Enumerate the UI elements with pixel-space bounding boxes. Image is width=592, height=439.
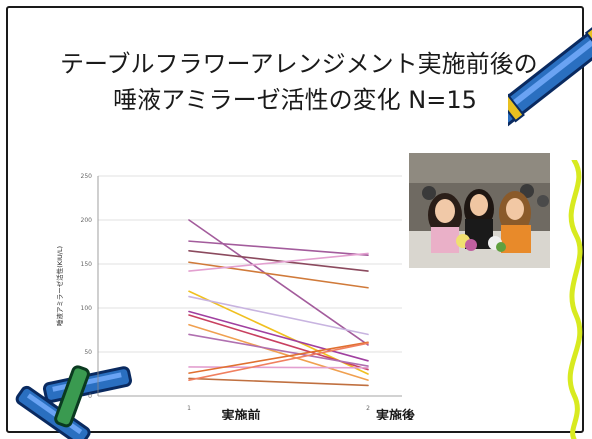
pen-top-right-icon: [508, 23, 592, 131]
y-tick-label: 200: [81, 217, 93, 224]
x-category-label-after: 実施後: [376, 408, 416, 420]
squiggle-right-icon: [567, 160, 583, 439]
slide-title: テーブルフラワーアレンジメント実施前後の 唾液アミラーゼ活性の変化 N=15: [60, 46, 538, 118]
series-line-5: [188, 252, 369, 272]
chart-axes: [97, 176, 402, 397]
y-axis-ticks: 0 50 100 150 200 250: [81, 173, 93, 400]
series-line-3: [188, 250, 369, 272]
chart-series: [188, 219, 369, 387]
series-line-10: [188, 323, 369, 381]
series-line-7: [188, 295, 369, 336]
group-photo: [409, 153, 550, 268]
pens-bottom-left-icon: [15, 365, 132, 439]
title-line-1: テーブルフラワーアレンジメント実施前後の: [60, 50, 538, 78]
x-category-label-before: 実施前: [221, 408, 260, 420]
series-line-4: [188, 261, 369, 289]
y-tick-label: 50: [84, 349, 92, 356]
y-tick-label: 100: [81, 305, 93, 312]
x-tick-label: 2: [366, 405, 370, 412]
y-tick-label: 150: [81, 261, 93, 268]
y-tick-label: 250: [81, 173, 93, 180]
series-line-12: [188, 366, 369, 369]
x-tick-label: 1: [187, 405, 191, 412]
title-line-2: 唾液アミラーゼ活性の変化 N=15: [113, 86, 477, 114]
slide-frame: [6, 6, 584, 433]
chart-grid: [98, 175, 402, 353]
series-line-1: [188, 219, 369, 346]
series-line-15: [188, 342, 369, 381]
series-line-14: [188, 377, 369, 387]
series-line-13: [188, 341, 369, 374]
series-line-8: [188, 310, 369, 362]
y-axis-label: 唾液アミラーゼ活性(KIU/L): [55, 246, 64, 326]
series-line-11: [188, 333, 369, 367]
y-tick-label: 0: [88, 393, 92, 400]
series-line-2: [188, 240, 369, 256]
